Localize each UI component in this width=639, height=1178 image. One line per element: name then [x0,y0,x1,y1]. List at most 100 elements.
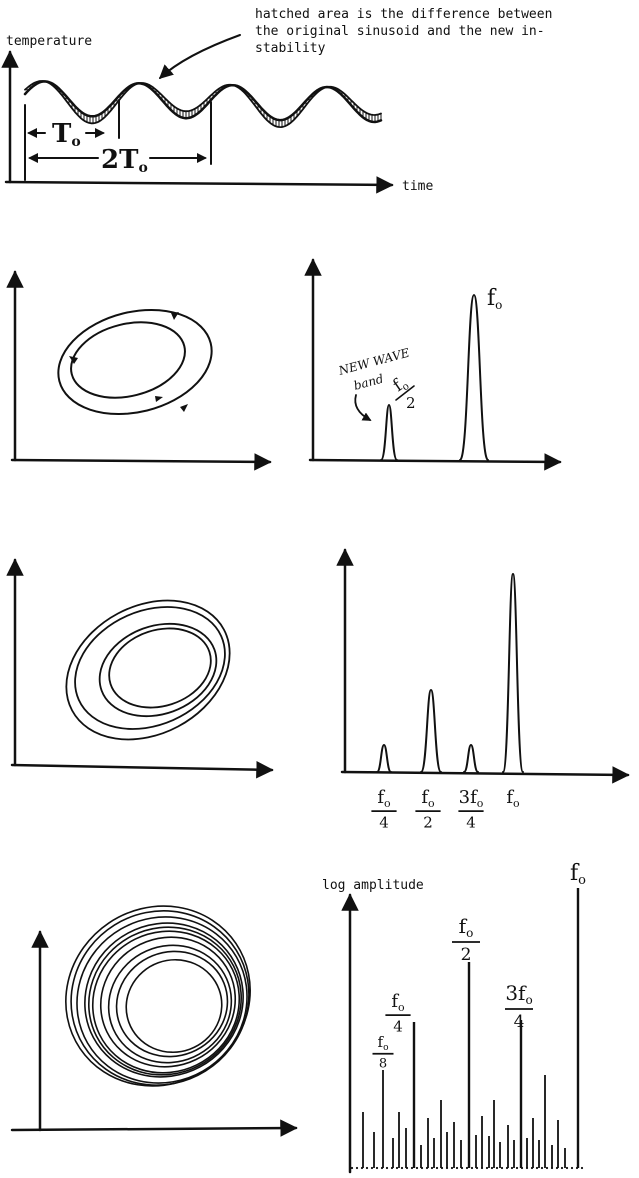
noise-floor-dot [550,1166,554,1170]
noise-floor-dot [545,1166,549,1170]
noise-floor-dot [420,1166,424,1170]
fraction-numerator: 3fo [505,981,532,1007]
phase-plot-4 [10,905,298,1137]
noise-floor-dot [565,1166,569,1170]
noise-floor-dot [465,1166,469,1170]
fraction-numerator: 3fo [459,787,484,810]
noise-floor-dot [485,1166,489,1170]
noise-floor-dot [355,1166,359,1170]
fraction-denominator: 8 [379,1056,387,1071]
spectrum-x-axis [340,766,630,784]
phase-orbit-outer [57,308,213,416]
phase-x-axis [10,453,272,471]
noise-floor-dot [365,1166,369,1170]
phase-orbit [65,599,231,741]
panel-temperature-time: temperature time hatched area is the dif… [1,7,552,194]
spectral-peak [502,573,524,773]
phase-x-axis [10,1119,298,1137]
annotation-line-2: the original sinusoid and the new in- [255,24,545,39]
noise-floor-dot [520,1166,524,1170]
noise-floor-dot [500,1166,504,1170]
fraction-denominator: 4 [393,1017,403,1035]
phase-orbit [98,622,218,718]
log-amplitude-axis-label: log amplitude [322,878,424,893]
noise-floor-dot [460,1166,464,1170]
new-instability-curve [24,80,382,128]
noise-floor-dot [350,1166,354,1170]
phase-x-axis [10,760,274,779]
phase-orbit-inner [70,321,186,399]
noise-floor-dot [400,1166,404,1170]
phase-orbit [88,926,242,1076]
fraction-denominator: 4 [514,1012,525,1032]
phase-orbit [115,950,229,1058]
noise-floor-dot [505,1166,509,1170]
noise-floor-dot [510,1166,514,1170]
noise-floor-dot [495,1166,499,1170]
peak-label-f0-over-2: fo 2 [389,375,416,412]
fraction-denominator: 4 [466,813,476,831]
period-2-label: 2To [101,145,148,176]
noise-floor-dot [410,1166,414,1170]
panel-period-doubling: NEW WAVE band fo 2 fo [6,258,562,471]
fraction-denominator: 4 [379,813,389,831]
orbit-direction-arrow [155,396,163,402]
spectrum-x-axis [308,453,562,471]
annotation-arrow [158,34,241,79]
noise-floor-dot [515,1166,519,1170]
noise-floor-dot [415,1166,419,1170]
peak-label-bottom: 2 [406,394,416,412]
noise-floor-dot [540,1166,544,1170]
fraction-denominator: 2 [461,945,472,965]
noise-floor-dot [390,1166,394,1170]
noise-floor-dot [575,1166,579,1170]
noise-floor-dot [455,1166,459,1170]
noise-floor-dot [570,1166,574,1170]
fraction-numerator: fo [570,861,586,888]
phase-orbit [65,905,251,1087]
noise-floor-dot [475,1166,479,1170]
period-1-label: To [52,119,81,150]
phase-orbit [84,922,244,1078]
spectral-peak [376,744,392,773]
noise-floor-dot [445,1166,449,1170]
noise-floor-dot [370,1166,374,1170]
fraction-numerator: fo [377,787,391,810]
fraction-numerator: fo [506,787,520,810]
fraction-numerator: fo [459,914,474,940]
spectral-peak [463,744,479,773]
noise-floor-dot [530,1166,534,1170]
phase-orbit [107,944,233,1064]
time-axis-label: time [402,179,433,194]
noise-floor-dot [535,1166,539,1170]
noise-floor-dot [480,1166,484,1170]
phase-orbit [74,606,226,730]
noise-floor-dot [435,1166,439,1170]
fraction-denominator: 2 [423,813,433,831]
noise-floor-dot [560,1166,564,1170]
noise-floor-dot [395,1166,399,1170]
frequency-fraction-label: fo 8 [372,1033,394,1071]
new-wave-band-arrow [354,394,372,421]
frequency-fraction-label: fo [506,787,520,810]
frequency-fraction-label: fo 4 [385,991,411,1035]
spectral-peak [420,689,442,773]
original-sinusoid [23,80,383,124]
frequency-fraction-label: fo 4 [371,787,397,831]
frequency-fraction-label: fo 2 [452,914,480,965]
new-wave-band-label-line-2: band [352,371,385,392]
noise-floor-dot [440,1166,444,1170]
annotation-line-3: stability [255,41,326,56]
orbit-direction-arrow [69,356,78,364]
frequency-fraction-label: fo [570,861,586,888]
noise-floor-dot [425,1166,429,1170]
spectral-peak [380,404,398,461]
spectral-peak [459,294,489,461]
